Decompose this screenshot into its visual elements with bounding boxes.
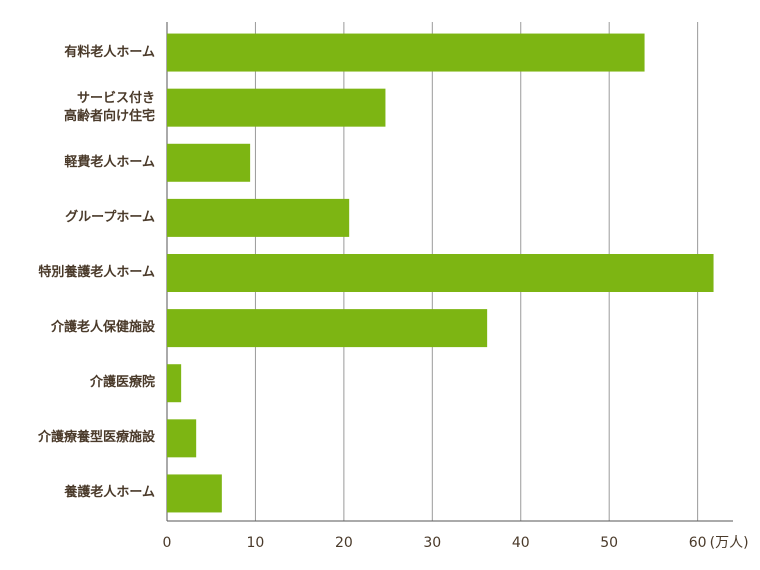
y-tick-label: 介護医療院 [89,375,155,391]
y-tick-label: 軽費老人ホーム [64,154,155,170]
y-tick-label: グループホーム [65,209,155,225]
bar [167,198,350,237]
x-unit-label: (万人) [710,535,749,551]
x-tick-label: 40 [512,535,530,551]
x-tick-label: 60 [689,535,707,551]
x-tick-label: 30 [423,535,441,551]
y-tick-label: サービス付き 高齢者向け住宅 [63,90,155,124]
bar [167,33,645,72]
bar [167,254,714,292]
bar [167,364,182,403]
y-tick-label: 養護老人ホーム [64,485,155,501]
bar [167,419,197,458]
y-tick-label: 介護老人保健施設 [50,320,155,336]
x-tick-label: 50 [600,535,618,551]
x-tick-label: 20 [335,535,353,551]
x-tick-label: 10 [247,535,265,551]
bar [167,309,488,348]
y-tick-label: 有料老人ホーム [64,44,155,60]
bar [167,474,222,513]
y-tick-label: 特別養護老人ホーム [38,265,155,280]
bar [167,143,251,182]
x-tick-label: 0 [163,535,172,551]
y-tick-label: 介護療養型医療施設 [37,430,155,446]
bar [167,88,386,127]
